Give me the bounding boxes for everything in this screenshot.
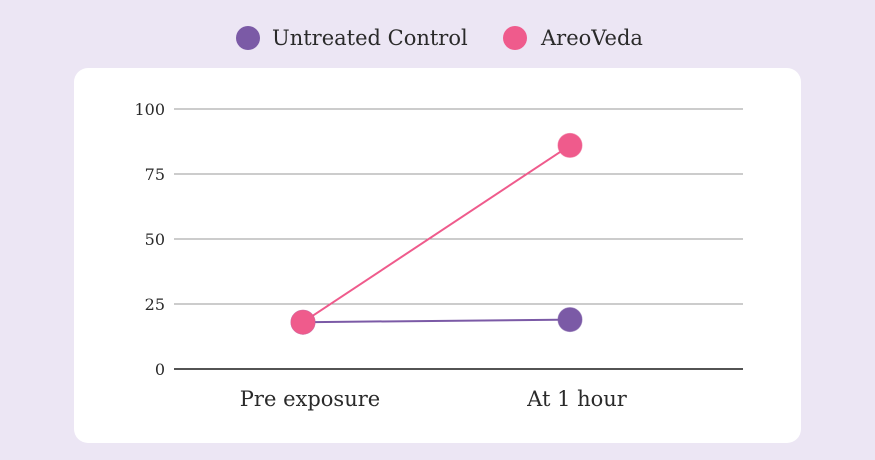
y-tick-label-25: 25 [145,295,165,314]
y-tick-label-0: 0 [155,360,165,379]
legend-label-1: AreoVeda [540,26,643,50]
data-point-1-0 [290,309,316,335]
data-point-0-1 [557,307,583,333]
y-tick-label-100: 100 [134,100,165,119]
legend-label-0: Untreated Control [272,26,468,50]
x-tick-label-0: Pre exposure [240,387,380,411]
series-line-0 [302,318,571,324]
series-group [290,132,583,335]
data-point-1-1 [557,132,583,158]
x-axis: Pre exposure At 1 hour [174,368,743,411]
y-tick-label-50: 50 [145,230,165,249]
y-axis: 0 25 50 75 100 [134,100,165,379]
series-lines [302,144,571,324]
series-points [290,132,583,335]
y-tick-label-75: 75 [145,165,165,184]
legend: Untreated Control AreoVeda [236,26,643,50]
x-tick-label-1: At 1 hour [526,387,628,411]
legend-marker-0 [236,26,260,50]
legend-marker-1 [503,26,527,50]
chart-panel [74,68,801,443]
series-line-1 [302,144,571,324]
gridlines [174,108,743,305]
